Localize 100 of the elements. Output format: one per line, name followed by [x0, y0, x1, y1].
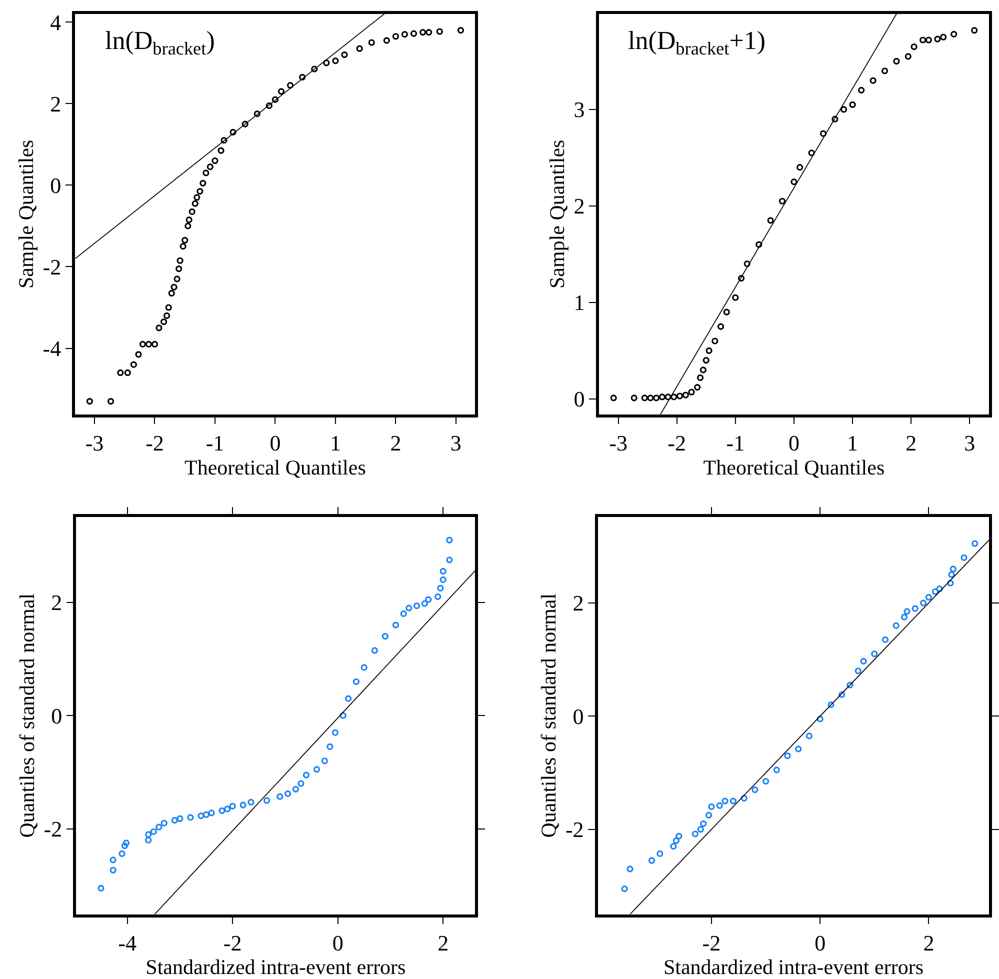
x-tick-label: 3 — [964, 430, 976, 456]
annotation: ln(D$_{bracket}$+1) — [628, 26, 766, 58]
point — [145, 836, 152, 844]
point — [767, 217, 774, 224]
point — [401, 31, 408, 38]
point — [440, 576, 446, 584]
point — [188, 208, 196, 215]
point — [156, 824, 162, 830]
point — [425, 596, 432, 603]
point — [332, 58, 339, 64]
point — [122, 840, 130, 846]
y-tick-label: 0 — [50, 172, 62, 198]
point — [371, 647, 378, 654]
point — [286, 82, 294, 89]
point — [658, 394, 666, 400]
point — [248, 798, 254, 806]
point — [925, 36, 932, 44]
point — [198, 812, 204, 820]
point — [708, 803, 715, 810]
point — [828, 702, 834, 708]
point — [110, 856, 116, 864]
point — [706, 347, 712, 354]
point — [784, 752, 791, 760]
point — [410, 30, 418, 37]
point — [610, 394, 617, 402]
point — [298, 780, 304, 787]
point — [196, 188, 204, 195]
point — [421, 600, 428, 607]
point — [912, 605, 918, 612]
point — [240, 802, 246, 808]
point — [647, 394, 654, 402]
x-tick-label: -2 — [702, 930, 721, 956]
y-tick-label: 0 — [572, 704, 584, 729]
point — [904, 53, 912, 60]
y-tick-label: 4 — [50, 10, 62, 35]
point — [672, 837, 680, 844]
point — [692, 830, 698, 838]
point — [202, 170, 210, 176]
point — [413, 602, 420, 610]
y-tick-label: 0 — [51, 703, 62, 728]
point — [352, 678, 360, 685]
point — [299, 74, 306, 80]
point — [738, 274, 745, 282]
x-tick-label: -4 — [118, 930, 136, 956]
point — [242, 120, 248, 128]
point — [740, 794, 748, 802]
point — [732, 294, 739, 301]
point — [882, 636, 889, 644]
point — [220, 137, 228, 144]
point — [840, 106, 848, 113]
y-tick-label: 1 — [574, 290, 585, 316]
point — [920, 600, 927, 606]
y-tick-label: -2 — [42, 254, 62, 280]
point — [816, 716, 824, 722]
point — [302, 772, 310, 778]
point — [762, 778, 770, 785]
point — [86, 398, 93, 405]
point — [446, 536, 453, 544]
point — [345, 695, 352, 702]
x-tick-label: 2 — [390, 430, 402, 456]
point — [702, 356, 710, 364]
point — [187, 814, 194, 821]
y-axis-title: Sample Quantiles — [14, 140, 38, 289]
point — [934, 36, 941, 42]
point — [621, 885, 628, 892]
point — [832, 116, 838, 122]
point — [208, 810, 215, 816]
point — [940, 34, 947, 40]
point — [950, 566, 956, 572]
point — [176, 265, 182, 272]
x-tick-label: -2 — [146, 430, 164, 456]
point — [194, 194, 200, 201]
point — [696, 374, 704, 381]
point — [796, 164, 804, 171]
point — [323, 60, 330, 66]
point — [272, 96, 279, 103]
point — [893, 58, 900, 65]
point — [892, 622, 900, 629]
point — [200, 180, 206, 186]
annotation: ln(D$_{bracket}$) — [105, 26, 215, 58]
point — [936, 585, 943, 592]
point — [881, 68, 888, 74]
point — [630, 394, 638, 402]
point — [135, 351, 142, 358]
point — [871, 650, 878, 658]
x-axis-title: Theoretical Quantiles — [703, 455, 885, 480]
point — [436, 28, 443, 35]
point — [121, 842, 128, 850]
point — [164, 312, 170, 319]
point — [457, 26, 464, 34]
point — [340, 712, 346, 719]
point — [756, 241, 762, 248]
point — [932, 588, 939, 595]
point — [664, 394, 672, 400]
point — [160, 820, 168, 826]
point — [278, 88, 285, 95]
x-tick-label: -3 — [609, 430, 628, 456]
point — [150, 828, 157, 835]
x-tick-label: 2 — [923, 930, 934, 956]
point — [688, 388, 695, 396]
